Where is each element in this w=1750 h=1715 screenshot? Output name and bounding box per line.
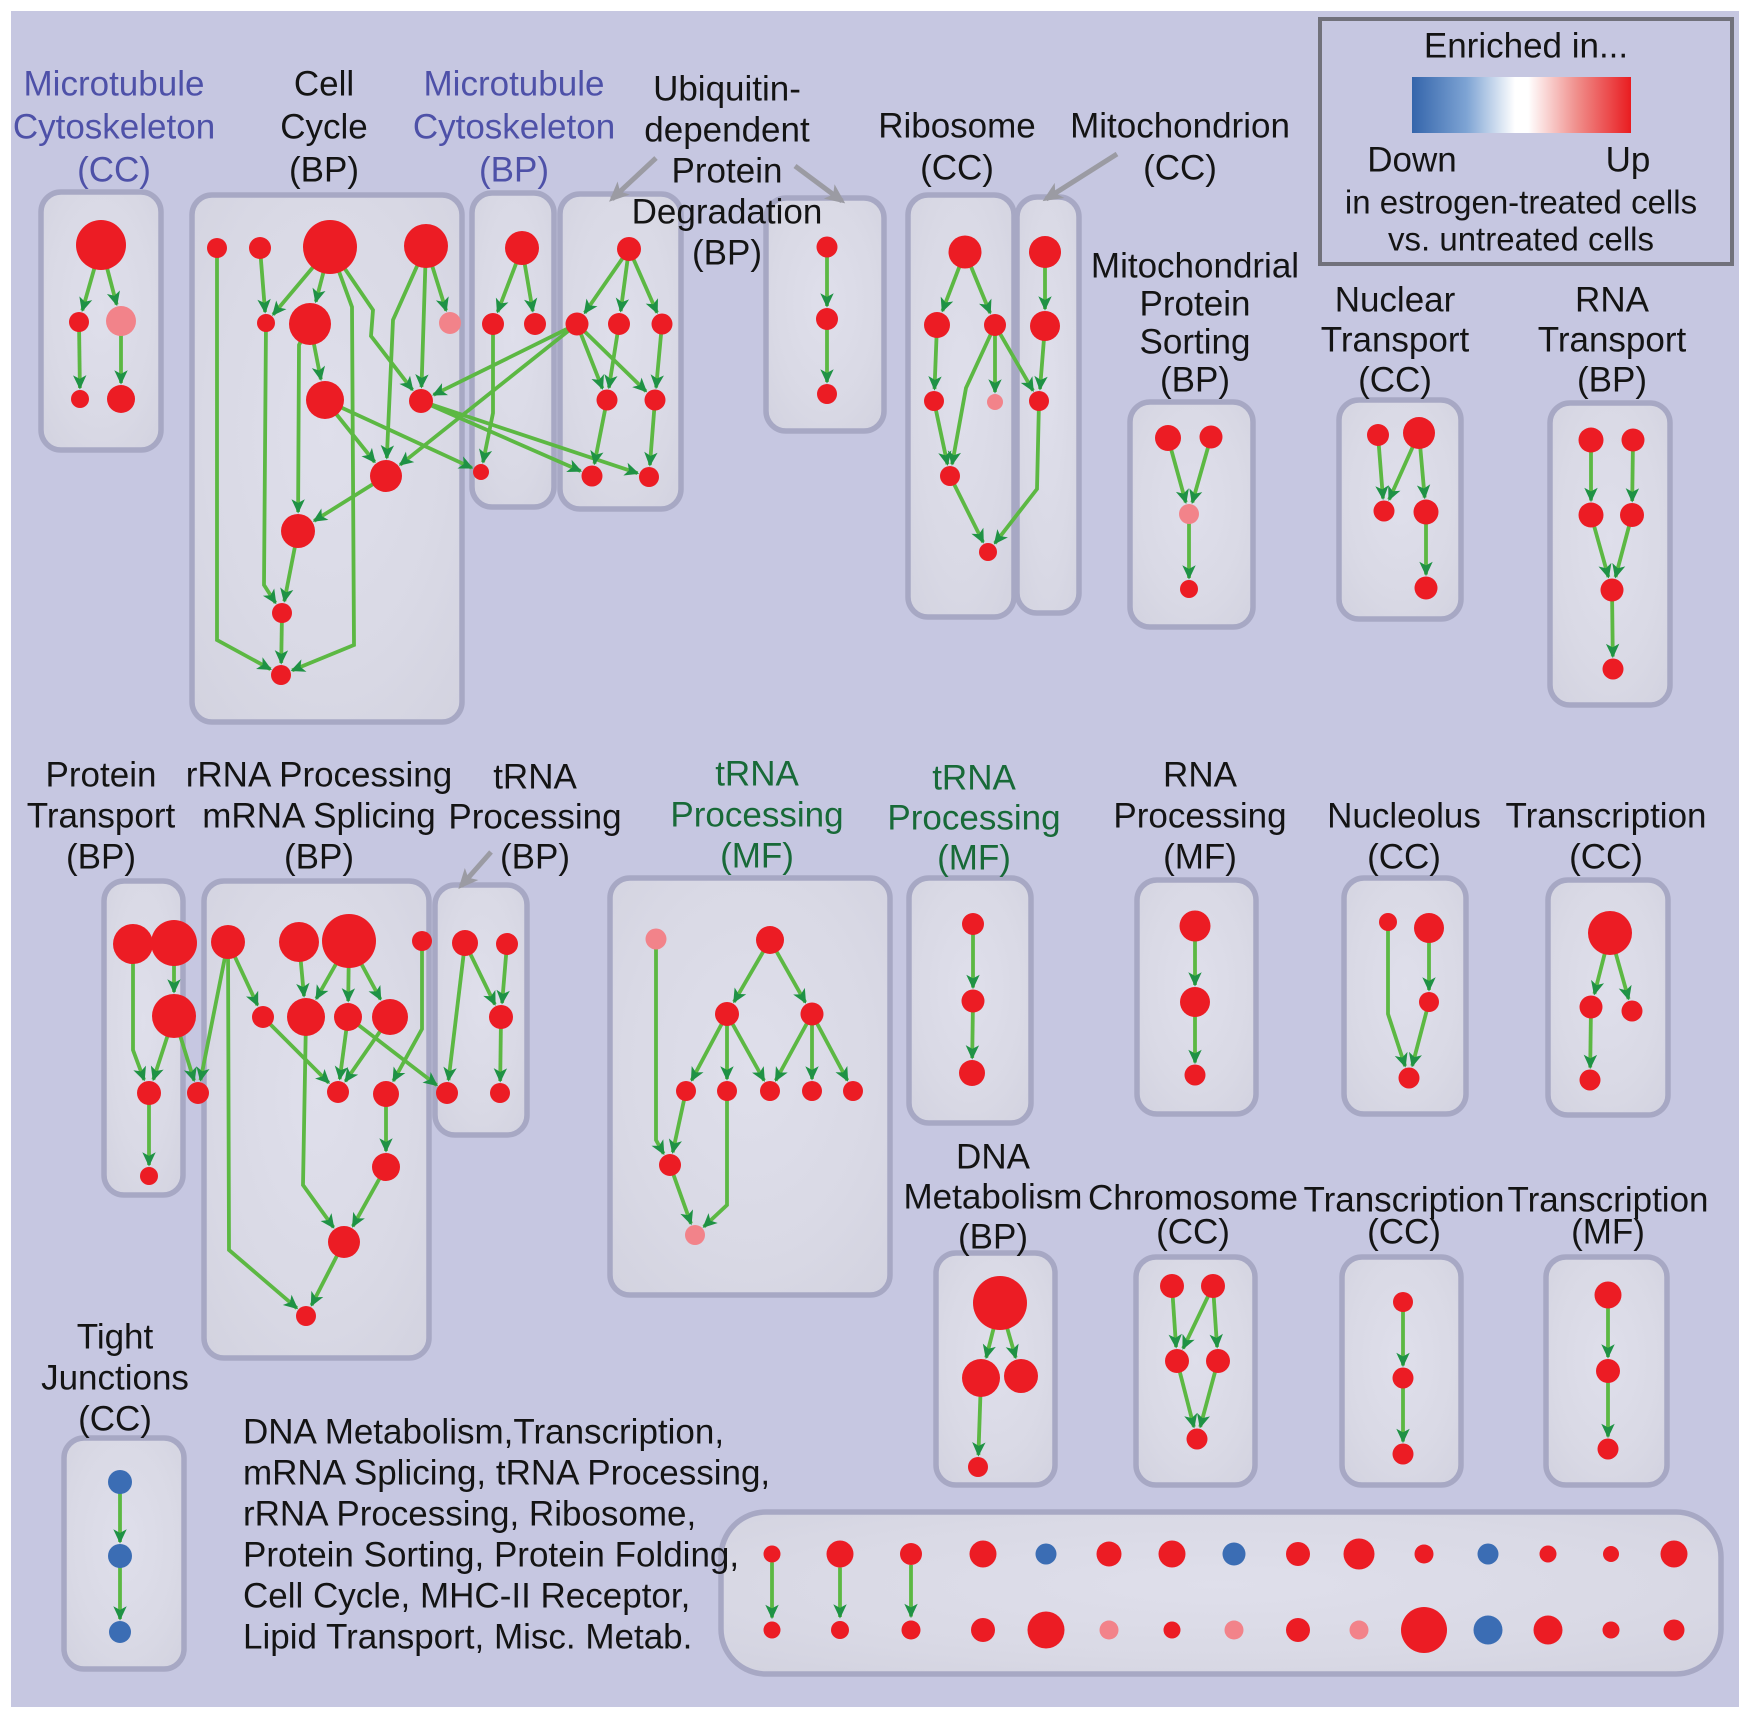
svg-text:(MF): (MF) (937, 839, 1011, 878)
svg-text:RNA: RNA (1575, 281, 1650, 320)
svg-text:Transcription: Transcription (1508, 1181, 1709, 1220)
svg-text:in estrogen-treated cells: in estrogen-treated cells (1345, 184, 1697, 221)
svg-text:Enriched in...: Enriched in... (1424, 27, 1628, 66)
svg-text:Cell: Cell (294, 65, 354, 104)
svg-text:Chromosome: Chromosome (1088, 1179, 1298, 1218)
svg-text:(BP): (BP) (958, 1218, 1028, 1257)
svg-text:(CC): (CC) (1156, 1213, 1230, 1252)
svg-text:Cell Cycle, MHC-II Receptor,: Cell Cycle, MHC-II Receptor, (243, 1577, 690, 1616)
svg-text:Processing: Processing (448, 798, 621, 837)
svg-text:Protein: Protein (1140, 285, 1251, 324)
svg-text:Transport: Transport (1321, 321, 1470, 360)
svg-text:Nucleolus: Nucleolus (1327, 797, 1481, 836)
svg-text:(BP): (BP) (500, 838, 570, 877)
svg-text:(MF): (MF) (720, 837, 794, 876)
svg-text:mRNA Splicing, tRNA Processing: mRNA Splicing, tRNA Processing, (243, 1454, 770, 1493)
svg-text:tRNA: tRNA (932, 759, 1016, 798)
svg-text:(CC): (CC) (1367, 1213, 1441, 1252)
svg-text:Sorting: Sorting (1140, 323, 1251, 362)
svg-text:dependent: dependent (644, 111, 810, 150)
svg-text:Transport: Transport (27, 797, 176, 836)
svg-text:Down: Down (1367, 141, 1456, 180)
svg-text:Nuclear: Nuclear (1335, 281, 1456, 320)
svg-text:(CC): (CC) (920, 149, 994, 188)
svg-text:Transcription: Transcription (1506, 797, 1707, 836)
svg-text:rRNA Processing: rRNA Processing (186, 756, 452, 795)
svg-text:Ribosome: Ribosome (878, 107, 1036, 146)
svg-text:RNA: RNA (1163, 756, 1238, 795)
svg-text:DNA: DNA (956, 1138, 1031, 1177)
svg-text:vs. untreated cells: vs. untreated cells (1388, 221, 1654, 258)
svg-text:(BP): (BP) (1160, 361, 1230, 400)
svg-text:rRNA Processing, Ribosome,: rRNA Processing, Ribosome, (243, 1495, 696, 1534)
svg-text:Cytoskeleton: Cytoskeleton (13, 108, 215, 147)
svg-text:(BP): (BP) (284, 838, 354, 877)
svg-text:Processing: Processing (1113, 797, 1286, 836)
svg-text:Ubiquitin-: Ubiquitin- (653, 70, 801, 109)
svg-text:Processing: Processing (887, 799, 1060, 838)
svg-text:Processing: Processing (670, 796, 843, 835)
svg-text:(CC): (CC) (78, 1400, 152, 1439)
svg-text:(CC): (CC) (1358, 361, 1432, 400)
svg-text:Metabolism: Metabolism (904, 1178, 1083, 1217)
svg-text:(CC): (CC) (1569, 838, 1643, 877)
svg-text:Cycle: Cycle (280, 108, 368, 147)
svg-text:(CC): (CC) (77, 151, 151, 190)
svg-text:(BP): (BP) (692, 234, 762, 273)
svg-text:Transport: Transport (1538, 321, 1687, 360)
svg-text:Tight: Tight (77, 1318, 154, 1357)
svg-text:(MF): (MF) (1163, 838, 1237, 877)
svg-text:Degradation: Degradation (632, 193, 823, 232)
svg-text:(BP): (BP) (479, 151, 549, 190)
svg-text:DNA Metabolism,Transcription,: DNA Metabolism,Transcription, (243, 1413, 724, 1452)
svg-text:Transcription: Transcription (1304, 1181, 1505, 1220)
svg-text:Up: Up (1606, 141, 1651, 180)
svg-text:mRNA Splicing: mRNA Splicing (202, 797, 435, 836)
svg-text:Junctions: Junctions (41, 1359, 189, 1398)
svg-text:Microtubule: Microtubule (424, 65, 605, 104)
svg-text:(CC): (CC) (1143, 149, 1217, 188)
svg-text:(BP): (BP) (1577, 361, 1647, 400)
svg-text:tRNA: tRNA (715, 755, 799, 794)
svg-text:Cytoskeleton: Cytoskeleton (413, 108, 615, 147)
svg-text:Lipid Transport, Misc. Metab.: Lipid Transport, Misc. Metab. (243, 1618, 692, 1657)
svg-text:Protein Sorting, Protein Foldi: Protein Sorting, Protein Folding, (243, 1536, 739, 1575)
svg-text:(CC): (CC) (1367, 838, 1441, 877)
svg-text:(BP): (BP) (66, 838, 136, 877)
svg-text:(MF): (MF) (1571, 1213, 1645, 1252)
svg-text:tRNA: tRNA (493, 758, 577, 797)
svg-text:(BP): (BP) (289, 151, 359, 190)
svg-text:Protein: Protein (46, 756, 157, 795)
svg-text:Mitochondrial: Mitochondrial (1091, 247, 1299, 286)
svg-text:Mitochondrion: Mitochondrion (1070, 107, 1290, 146)
svg-text:Protein: Protein (672, 152, 783, 191)
svg-text:Microtubule: Microtubule (24, 65, 205, 104)
